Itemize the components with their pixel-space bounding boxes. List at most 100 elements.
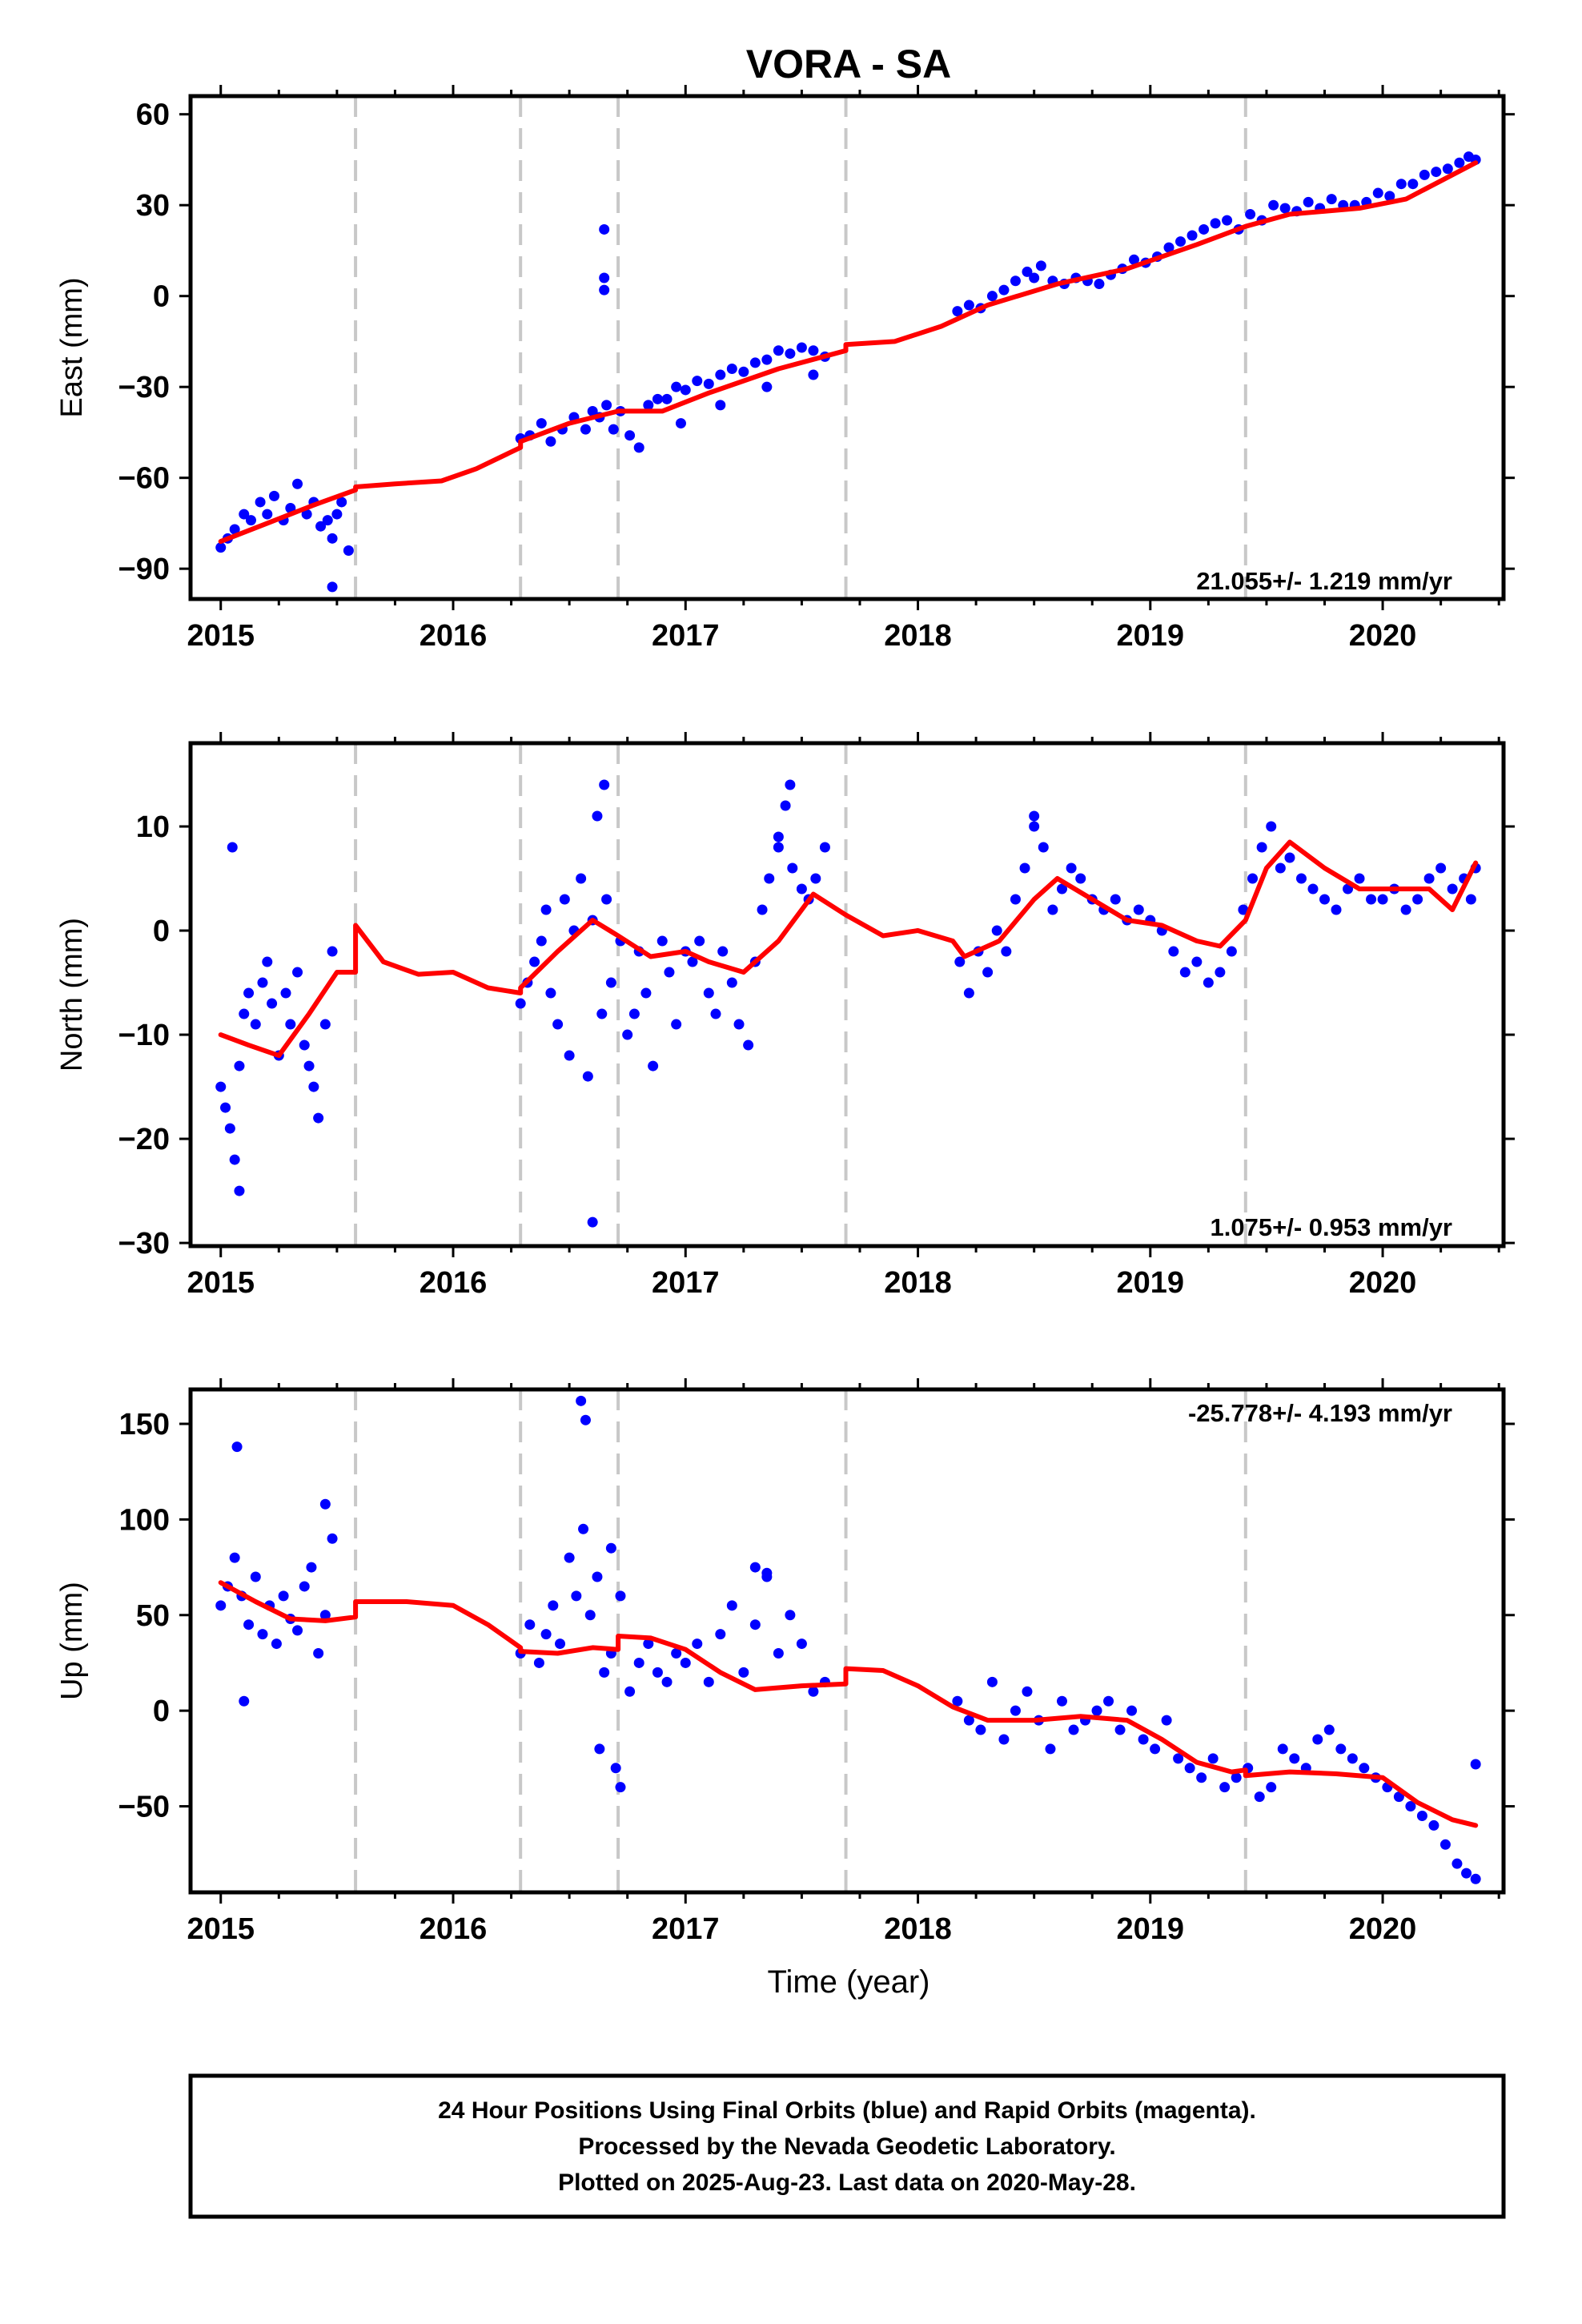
data-point bbox=[749, 357, 761, 368]
data-point bbox=[661, 393, 673, 404]
y-axis-label: Up (mm) bbox=[55, 1582, 89, 1700]
data-point bbox=[675, 418, 686, 429]
data-point bbox=[1431, 167, 1442, 178]
data-point bbox=[717, 946, 729, 957]
data-point bbox=[1452, 1858, 1463, 1869]
data-point bbox=[1416, 1810, 1427, 1821]
data-point bbox=[963, 987, 974, 999]
data-point bbox=[1161, 1715, 1172, 1726]
data-point bbox=[761, 381, 773, 392]
data-point bbox=[1222, 215, 1233, 226]
data-point bbox=[738, 366, 749, 377]
x-tick-label: 2018 bbox=[884, 619, 952, 653]
y-tick-label: −10 bbox=[118, 1019, 170, 1052]
data-point bbox=[710, 1008, 721, 1019]
data-point bbox=[652, 1667, 663, 1678]
data-point bbox=[1303, 196, 1314, 207]
data-point bbox=[250, 1571, 261, 1582]
data-point bbox=[773, 831, 784, 842]
data-point bbox=[785, 1610, 796, 1621]
y-tick-label: 50 bbox=[136, 1599, 170, 1633]
data-point bbox=[599, 779, 610, 790]
data-point bbox=[1266, 1782, 1277, 1793]
data-point bbox=[1168, 946, 1179, 957]
data-point bbox=[578, 1523, 589, 1534]
plot-frame bbox=[188, 741, 1506, 1248]
data-point bbox=[1447, 883, 1458, 895]
data-point bbox=[292, 967, 303, 978]
data-point bbox=[1428, 1819, 1439, 1831]
data-point bbox=[303, 1060, 315, 1072]
data-point bbox=[998, 284, 1010, 296]
data-point bbox=[680, 384, 691, 396]
data-point bbox=[780, 800, 791, 811]
data-point bbox=[224, 1123, 235, 1134]
data-point bbox=[615, 1590, 626, 1602]
data-point bbox=[1393, 1791, 1404, 1803]
x-tick-label: 2016 bbox=[420, 619, 488, 653]
data-point bbox=[986, 1676, 998, 1687]
data-point bbox=[1384, 191, 1395, 202]
data-point bbox=[327, 533, 338, 544]
data-point bbox=[1184, 1763, 1195, 1774]
x-tick-label: 2019 bbox=[1117, 619, 1185, 653]
data-point bbox=[1266, 821, 1277, 832]
data-point bbox=[749, 1562, 761, 1573]
data-point bbox=[1094, 279, 1105, 290]
data-point bbox=[215, 542, 227, 553]
x-tick-label: 2019 bbox=[1117, 1912, 1185, 1946]
data-point bbox=[315, 521, 327, 532]
y-tick-label: −20 bbox=[118, 1123, 170, 1156]
data-point bbox=[796, 342, 807, 353]
data-point bbox=[262, 509, 273, 520]
data-point bbox=[1191, 956, 1203, 967]
y-tick-label: 60 bbox=[136, 99, 170, 132]
data-point bbox=[1372, 187, 1383, 199]
data-point bbox=[580, 424, 591, 435]
chart-title: VORA - SA bbox=[746, 42, 952, 86]
data-point bbox=[1219, 1782, 1231, 1793]
data-point bbox=[1289, 1753, 1300, 1764]
y-tick-label: −90 bbox=[118, 553, 170, 586]
data-point bbox=[257, 977, 268, 988]
plot-frame bbox=[188, 1387, 1506, 1895]
data-point bbox=[1277, 1743, 1288, 1755]
data-point bbox=[808, 1686, 819, 1697]
data-point bbox=[599, 223, 610, 235]
data-point bbox=[243, 987, 255, 999]
rate-annotation: 21.055+/- 1.219 mm/yr bbox=[1196, 567, 1452, 595]
data-point bbox=[1010, 1705, 1021, 1716]
data-point bbox=[1226, 946, 1237, 957]
data-point bbox=[308, 1081, 319, 1092]
data-point bbox=[605, 977, 616, 988]
data-point bbox=[761, 1567, 773, 1578]
data-point bbox=[1035, 260, 1046, 271]
data-point bbox=[327, 581, 338, 593]
model-line bbox=[218, 1580, 1479, 1828]
x-tick-label: 2016 bbox=[420, 1266, 488, 1300]
data-point bbox=[757, 904, 768, 915]
model-line bbox=[218, 839, 1479, 1059]
data-point bbox=[1103, 1695, 1114, 1707]
data-point bbox=[819, 842, 830, 853]
footer-line-1: 24 Hour Positions Using Final Orbits (bl… bbox=[438, 2097, 1256, 2124]
data-point bbox=[1247, 873, 1259, 884]
data-point bbox=[594, 1743, 605, 1755]
data-point bbox=[1435, 862, 1447, 874]
data-point bbox=[234, 1060, 245, 1072]
x-tick-label: 2016 bbox=[420, 1912, 488, 1946]
data-point bbox=[571, 1590, 582, 1602]
data-point bbox=[1461, 1868, 1472, 1879]
data-point bbox=[1423, 873, 1435, 884]
x-tick-label: 2020 bbox=[1349, 1266, 1417, 1300]
x-axis-label: Time (year) bbox=[768, 1964, 930, 2000]
data-point bbox=[536, 418, 547, 429]
data-point bbox=[963, 1715, 974, 1726]
data-point bbox=[599, 272, 610, 283]
data-point bbox=[633, 442, 644, 453]
data-point bbox=[564, 1050, 575, 1061]
y-tick-label: 100 bbox=[119, 1503, 170, 1537]
data-point bbox=[703, 987, 714, 999]
data-point bbox=[529, 956, 540, 967]
data-point bbox=[680, 1657, 691, 1668]
